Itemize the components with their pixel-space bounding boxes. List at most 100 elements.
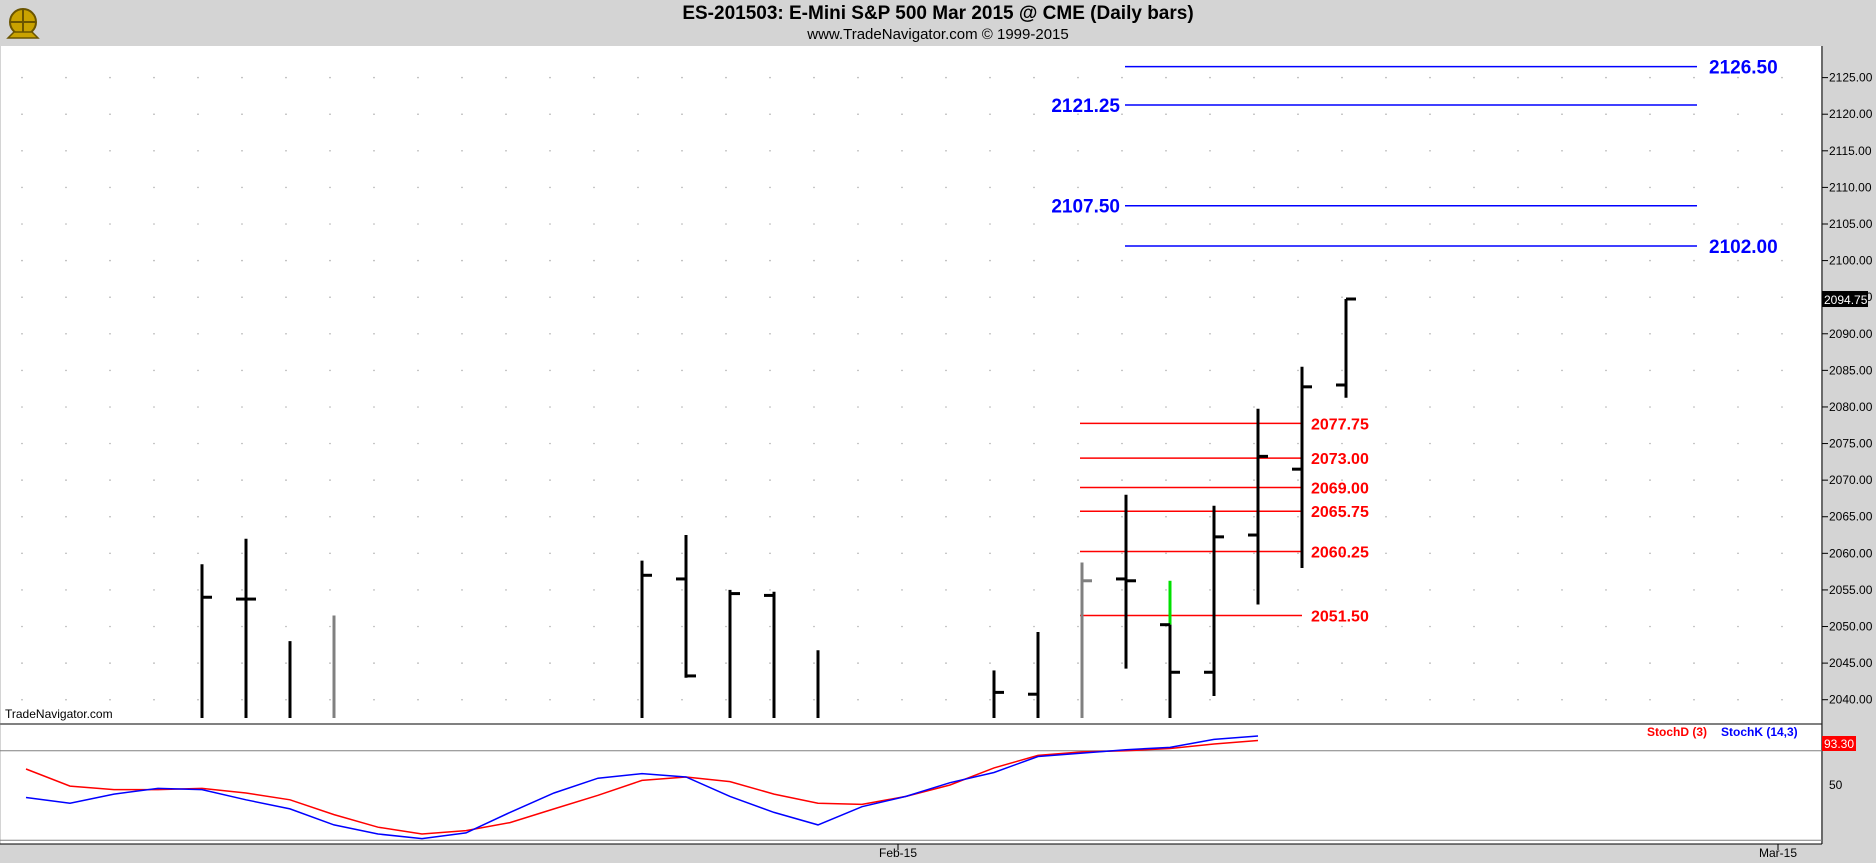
grid-dot — [1605, 296, 1607, 299]
stoch-series-line — [25, 739, 1259, 835]
grid-dot — [461, 515, 463, 518]
grid-dot — [21, 259, 23, 262]
grid-dot — [813, 186, 815, 189]
grid-dot — [549, 296, 551, 299]
grid-dot — [813, 515, 815, 518]
grid-dot — [1561, 113, 1563, 115]
grid-dot — [725, 442, 727, 445]
grid-dot — [1429, 296, 1431, 299]
grid-dot — [373, 369, 375, 372]
grid-dot — [813, 698, 815, 701]
grid-dot — [1781, 515, 1783, 518]
grid-dot — [989, 662, 991, 664]
grid-dot — [725, 552, 727, 555]
grid-dot — [1781, 186, 1783, 189]
grid-dot — [153, 479, 155, 481]
grid-dot — [1341, 698, 1343, 701]
grid-dot — [1165, 552, 1167, 555]
grid-dot — [1077, 625, 1079, 628]
grid-dot — [1033, 113, 1035, 115]
grid-dot — [857, 442, 859, 445]
grid-dot — [1297, 259, 1299, 262]
grid-dot — [461, 662, 463, 664]
grid-dot — [1517, 552, 1519, 555]
grid-dot — [505, 259, 507, 262]
grid-dot — [373, 76, 375, 79]
grid-dot — [21, 333, 23, 335]
grid-dot — [461, 479, 463, 481]
grid-dot — [1165, 589, 1167, 591]
grid-dots — [21, 76, 1783, 701]
grid-dot — [989, 296, 991, 299]
grid-dot — [241, 259, 243, 262]
grid-dot — [417, 223, 419, 225]
grid-dot — [1781, 369, 1783, 372]
grid-dot — [593, 369, 595, 372]
grid-dot — [1297, 113, 1299, 115]
grid-dot — [153, 296, 155, 299]
grid-dot — [1473, 662, 1475, 664]
grid-dot — [681, 296, 683, 299]
grid-dot — [549, 186, 551, 189]
grid-dot — [1121, 406, 1123, 408]
grid-dot — [901, 406, 903, 408]
grid-dot — [1429, 442, 1431, 445]
grid-dot — [1165, 76, 1167, 79]
grid-dot — [1649, 552, 1651, 555]
grid-dot — [1077, 223, 1079, 225]
grid-dot — [1121, 150, 1123, 152]
stoch-series-line — [25, 735, 1259, 840]
grid-dot — [1341, 406, 1343, 408]
grid-dot — [769, 186, 771, 189]
grid-dot — [1385, 442, 1387, 445]
grid-dot — [1517, 406, 1519, 408]
trade-navigator-logo-icon[interactable] — [2, 2, 44, 44]
grid-dot — [241, 406, 243, 408]
grid-dot — [285, 552, 287, 555]
grid-dot — [1781, 552, 1783, 555]
grid-dot — [241, 333, 243, 335]
y-tick-label: 2110.00 — [1829, 180, 1872, 194]
grid-dot — [1033, 662, 1035, 664]
grid-dot — [1385, 406, 1387, 408]
grid-dot — [1517, 113, 1519, 115]
grid-dot — [109, 589, 111, 591]
grid-dot — [1209, 223, 1211, 225]
ohlc-bar — [236, 538, 256, 718]
grid-dot — [549, 113, 551, 115]
grid-dot — [1297, 552, 1299, 555]
grid-dot — [1253, 296, 1255, 299]
grid-dot — [1077, 515, 1079, 518]
grid-dot — [373, 186, 375, 189]
grid-dot — [241, 223, 243, 225]
grid-dot — [1077, 369, 1079, 372]
grid-dot — [1473, 698, 1475, 701]
support-line-label: 2077.75 — [1311, 416, 1369, 433]
grid-dot — [1033, 186, 1035, 189]
grid-dot — [1385, 479, 1387, 481]
grid-dot — [1737, 259, 1739, 262]
grid-dot — [21, 186, 23, 189]
grid-dot — [813, 662, 815, 664]
grid-dot — [417, 625, 419, 628]
grid-dot — [945, 150, 947, 152]
grid-dot — [857, 589, 859, 591]
grid-dot — [461, 698, 463, 701]
y-tick-label: 2040.00 — [1829, 693, 1873, 707]
grid-dot — [989, 625, 991, 628]
grid-dot — [1781, 589, 1783, 591]
support-line-label: 2065.75 — [1311, 504, 1369, 521]
grid-dot — [241, 662, 243, 664]
grid-dot — [1517, 698, 1519, 701]
grid-dot — [197, 589, 199, 591]
grid-dot — [285, 113, 287, 115]
grid-dot — [945, 259, 947, 262]
target-line-label: 2121.25 — [1051, 96, 1120, 117]
grid-dot — [241, 515, 243, 518]
grid-dot — [1517, 479, 1519, 481]
y-tick-label: 2100.00 — [1829, 254, 1873, 268]
grid-dot — [329, 662, 331, 664]
grid-dot — [1121, 259, 1123, 262]
grid-dot — [1781, 698, 1783, 701]
